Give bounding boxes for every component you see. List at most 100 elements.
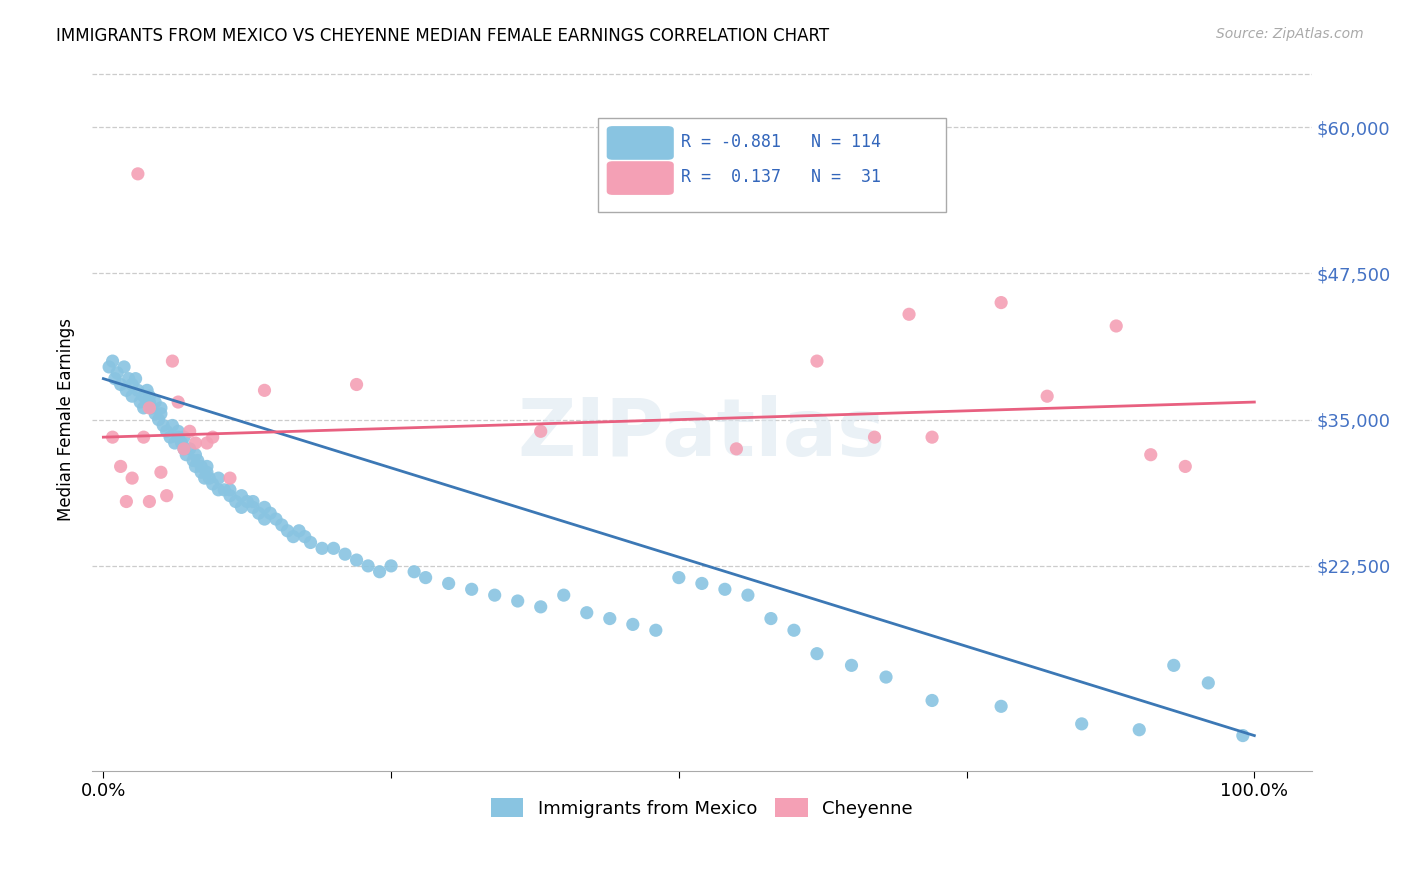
- Point: [179, 425, 201, 439]
- Point: [599, 611, 621, 625]
- FancyBboxPatch shape: [607, 161, 673, 195]
- Point: [415, 571, 437, 585]
- Point: [225, 494, 247, 508]
- Point: [207, 471, 229, 485]
- Point: [553, 588, 575, 602]
- Point: [101, 354, 124, 368]
- Point: [759, 611, 782, 625]
- Point: [141, 401, 163, 415]
- Point: [198, 471, 221, 485]
- Point: [149, 407, 172, 421]
- Point: [231, 500, 253, 515]
- FancyBboxPatch shape: [607, 126, 673, 160]
- Point: [115, 494, 138, 508]
- Point: [105, 366, 128, 380]
- Point: [437, 576, 460, 591]
- Point: [201, 477, 224, 491]
- Point: [236, 494, 259, 508]
- Point: [294, 530, 316, 544]
- Point: [132, 430, 155, 444]
- Point: [253, 384, 276, 398]
- Point: [1036, 389, 1059, 403]
- Point: [138, 401, 160, 415]
- Y-axis label: Median Female Earnings: Median Female Earnings: [58, 318, 75, 521]
- Point: [129, 395, 152, 409]
- Point: [143, 395, 166, 409]
- Point: [184, 448, 207, 462]
- Point: [173, 442, 195, 456]
- Point: [346, 377, 368, 392]
- Point: [247, 506, 270, 520]
- Point: [242, 494, 264, 508]
- Point: [668, 571, 690, 585]
- FancyBboxPatch shape: [598, 118, 946, 212]
- Point: [1197, 676, 1219, 690]
- Point: [195, 459, 218, 474]
- Text: IMMIGRANTS FROM MEXICO VS CHEYENNE MEDIAN FEMALE EARNINGS CORRELATION CHART: IMMIGRANTS FROM MEXICO VS CHEYENNE MEDIA…: [56, 27, 830, 45]
- Point: [167, 395, 190, 409]
- Point: [242, 500, 264, 515]
- Point: [253, 500, 276, 515]
- Point: [167, 425, 190, 439]
- Point: [212, 483, 235, 497]
- Point: [1070, 717, 1092, 731]
- Point: [201, 430, 224, 444]
- Point: [173, 430, 195, 444]
- Text: R =  0.137   N =  31: R = 0.137 N = 31: [681, 169, 882, 186]
- Point: [136, 384, 159, 398]
- Point: [159, 430, 181, 444]
- Point: [156, 489, 179, 503]
- Point: [110, 377, 132, 392]
- Point: [138, 395, 160, 409]
- Point: [404, 565, 426, 579]
- Point: [346, 553, 368, 567]
- Point: [1139, 448, 1161, 462]
- Point: [898, 307, 921, 321]
- Point: [173, 442, 195, 456]
- Point: [121, 377, 143, 392]
- Point: [138, 494, 160, 508]
- Point: [101, 430, 124, 444]
- Point: [484, 588, 506, 602]
- Point: [368, 565, 391, 579]
- Point: [1128, 723, 1150, 737]
- Point: [127, 167, 149, 181]
- Point: [156, 425, 179, 439]
- Point: [1163, 658, 1185, 673]
- Point: [231, 489, 253, 503]
- Point: [152, 418, 174, 433]
- Text: Source: ZipAtlas.com: Source: ZipAtlas.com: [1216, 27, 1364, 41]
- Point: [270, 517, 292, 532]
- Point: [506, 594, 529, 608]
- Point: [138, 389, 160, 403]
- Point: [1105, 318, 1128, 333]
- Point: [737, 588, 759, 602]
- Point: [170, 436, 193, 450]
- Point: [132, 401, 155, 415]
- Text: ZIPatlas: ZIPatlas: [517, 394, 886, 473]
- Point: [311, 541, 333, 556]
- Point: [118, 371, 141, 385]
- Point: [276, 524, 298, 538]
- Point: [195, 436, 218, 450]
- Point: [121, 389, 143, 403]
- Point: [644, 624, 666, 638]
- Point: [195, 465, 218, 479]
- Point: [875, 670, 897, 684]
- Point: [333, 547, 356, 561]
- Point: [190, 459, 212, 474]
- Point: [124, 371, 146, 385]
- Point: [127, 384, 149, 398]
- Point: [990, 295, 1012, 310]
- Point: [530, 425, 553, 439]
- Point: [1174, 459, 1197, 474]
- Point: [219, 471, 242, 485]
- Point: [806, 647, 828, 661]
- Point: [190, 465, 212, 479]
- Point: [530, 599, 553, 614]
- Point: [1232, 729, 1254, 743]
- Point: [162, 418, 184, 433]
- Point: [990, 699, 1012, 714]
- Point: [259, 506, 281, 520]
- Point: [148, 412, 170, 426]
